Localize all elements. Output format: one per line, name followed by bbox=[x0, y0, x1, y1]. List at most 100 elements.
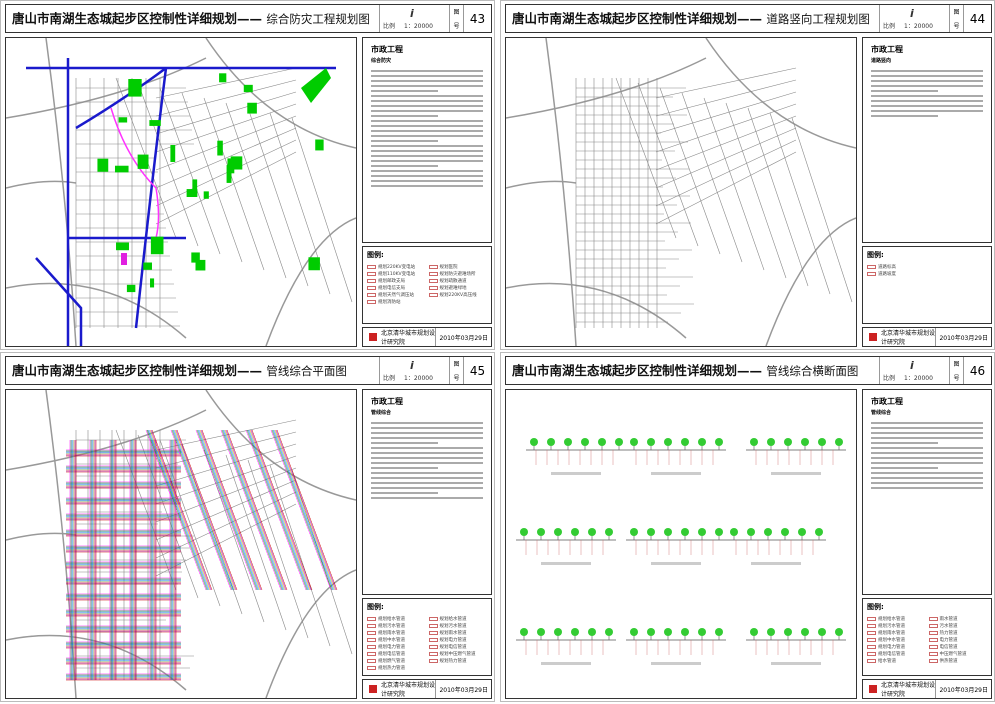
shelter-green-space bbox=[186, 189, 198, 198]
pipeline bbox=[172, 429, 234, 591]
pipeline bbox=[147, 429, 209, 591]
body-text-line bbox=[871, 457, 983, 459]
legend-item: 规划220KV变电站 bbox=[367, 263, 426, 270]
pipeline bbox=[250, 429, 312, 591]
legend-swatch bbox=[867, 623, 876, 628]
institute-logo-icon bbox=[869, 685, 877, 693]
tree-icon bbox=[815, 528, 823, 536]
road bbox=[155, 91, 297, 135]
legend-item: 道路标高 bbox=[867, 263, 987, 270]
footer: 北京清华城市规划设计研究院 2010年03月29日 bbox=[362, 327, 492, 347]
legend-swatch bbox=[928, 623, 938, 628]
legend-item: 污水管道 bbox=[928, 622, 988, 629]
tree-icon bbox=[664, 438, 672, 446]
body-text-line bbox=[371, 487, 483, 489]
legend-item: 规划给水管道 bbox=[867, 615, 926, 622]
legend-swatch bbox=[367, 278, 376, 283]
body-text-line bbox=[371, 95, 483, 97]
title-bar: 唐山市南湖生态城起步区控制性详细规划—— 管线综合横断面图 i 比例 1：20000… bbox=[505, 356, 992, 385]
tree-icon bbox=[554, 528, 562, 536]
tree-icon bbox=[681, 528, 689, 536]
tree-icon bbox=[767, 628, 775, 636]
road bbox=[159, 87, 221, 255]
legend-item: 热力管道 bbox=[928, 629, 988, 636]
section-caption bbox=[651, 662, 701, 665]
pipeline bbox=[220, 429, 282, 591]
tree-icon bbox=[835, 438, 843, 446]
tree-icon bbox=[681, 628, 689, 636]
tree-icon bbox=[520, 628, 528, 636]
legend-swatch bbox=[428, 278, 438, 283]
pipeline bbox=[146, 429, 208, 591]
context-road bbox=[506, 57, 707, 119]
road bbox=[655, 139, 797, 207]
body-text-line bbox=[371, 492, 439, 494]
body-text-line bbox=[871, 437, 983, 439]
pipeline bbox=[149, 429, 211, 591]
legend-item: 规划热力管道 bbox=[367, 664, 426, 671]
body-text-line bbox=[371, 150, 483, 152]
legend-item: 规划避难绿地 bbox=[428, 284, 488, 291]
legend-item: 规划给水管道 bbox=[367, 615, 426, 622]
institute-logo-icon bbox=[369, 685, 377, 693]
road bbox=[655, 115, 797, 171]
road bbox=[115, 429, 177, 591]
section-caption bbox=[751, 562, 801, 565]
legend-item: 道路坡度 bbox=[867, 270, 987, 277]
pipeline bbox=[270, 429, 332, 591]
legend-item: 电信管道 bbox=[928, 643, 988, 650]
tree-icon bbox=[598, 438, 606, 446]
sheet-title: 唐山市南湖生态城起步区控制性详细规划—— 管线综合平面图 bbox=[12, 362, 347, 378]
shelter-green-space bbox=[219, 73, 227, 83]
scale-box: i 比例 1：20000 bbox=[879, 357, 949, 384]
legend-item: 规划医院 bbox=[428, 263, 488, 270]
section-caption bbox=[651, 562, 701, 565]
tree-icon bbox=[564, 438, 572, 446]
shelter-green-space bbox=[192, 179, 198, 196]
side-panel: 市政工程 道路竖向 图例: 道路标高 道路坡度 北京清华城市规划设计研究院 2010年0… bbox=[862, 37, 992, 347]
body-text-line bbox=[371, 70, 483, 72]
shelter-green-space bbox=[126, 284, 136, 293]
legend-swatch bbox=[367, 264, 376, 269]
north-arrow-icon: i bbox=[410, 359, 414, 372]
legend-item: 规划污水管道 bbox=[867, 622, 926, 629]
body-text-line bbox=[871, 447, 983, 449]
road bbox=[155, 139, 297, 207]
legend-swatch bbox=[928, 651, 938, 656]
context-road bbox=[545, 38, 577, 346]
legend-item: 规划雨水管道 bbox=[428, 629, 488, 636]
tree-icon bbox=[784, 628, 792, 636]
legend-swatch bbox=[428, 285, 438, 290]
pipeline bbox=[199, 429, 261, 591]
tree-icon bbox=[698, 628, 706, 636]
body-text-line bbox=[871, 105, 983, 107]
context-road bbox=[765, 217, 856, 346]
title-bar: 唐山市南湖生态城起步区控制性详细规划—— 管线综合平面图 i 比例 1：20000 … bbox=[5, 356, 492, 385]
shelter-green-space bbox=[97, 158, 109, 172]
tree-icon bbox=[715, 438, 723, 446]
tree-icon bbox=[588, 628, 596, 636]
context-road bbox=[506, 180, 577, 189]
legend-swatch bbox=[367, 630, 376, 635]
body-text-line bbox=[371, 120, 483, 122]
title-bar: 唐山市南湖生态城起步区控制性详细规划—— 综合防灾工程规划图 i 比例 1：2000… bbox=[5, 4, 492, 33]
pipeline bbox=[173, 429, 235, 591]
road bbox=[655, 67, 797, 99]
road bbox=[155, 127, 297, 189]
tree-icon bbox=[798, 528, 806, 536]
road bbox=[269, 112, 331, 295]
tree-icon bbox=[588, 528, 596, 536]
shelter-green-space bbox=[150, 236, 164, 255]
tree-icon bbox=[647, 438, 655, 446]
tree-icon bbox=[581, 438, 589, 446]
body-text-line bbox=[871, 487, 983, 489]
body-text-line bbox=[371, 432, 483, 434]
section-caption bbox=[541, 662, 591, 665]
body-text-line bbox=[871, 75, 983, 77]
body-text-line bbox=[871, 90, 939, 92]
pipeline bbox=[273, 429, 335, 591]
north-arrow-icon: i bbox=[410, 7, 414, 20]
body-text-line bbox=[371, 180, 483, 182]
legend: 图例: 规划220KV变电站 规划110KV变电站 规划邮政支局 规划电信支局 规划天然气… bbox=[362, 246, 492, 324]
legend: 图例: 道路标高 道路坡度 bbox=[862, 246, 992, 324]
